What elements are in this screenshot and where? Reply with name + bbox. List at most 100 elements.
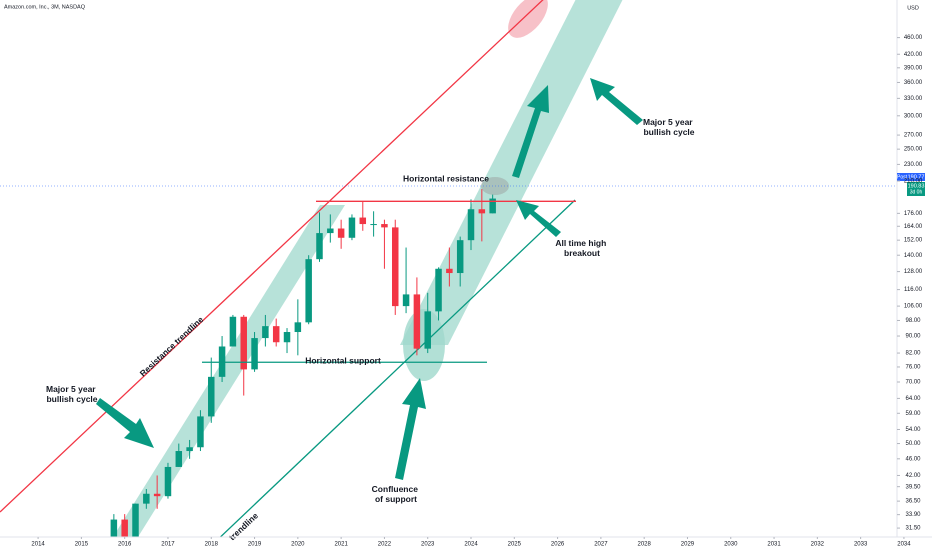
y-tick-label: 106.00 (904, 304, 923, 310)
y-tick-label: 128.00 (904, 269, 923, 275)
candle-body (110, 519, 118, 537)
candle-body (272, 326, 280, 343)
y-tick-label: 54.00 (905, 427, 921, 433)
x-tick-label: 2015 (75, 542, 89, 548)
y-tick-label: 390.00 (904, 65, 923, 71)
y-tick-label: 31.50 (905, 526, 921, 532)
post-tag-box (897, 173, 907, 181)
post-price-box (907, 173, 925, 181)
resistance-trendline (0, 0, 544, 513)
annotation: Major 5 year bullish cycle (643, 117, 695, 137)
candle-body (153, 493, 161, 497)
currency: USD (907, 5, 919, 11)
arrows (96, 78, 643, 480)
support-trendline (219, 199, 576, 537)
x-tick-label: 2022 (378, 542, 392, 548)
x-tick-label: 2030 (724, 542, 738, 548)
candle-body (186, 447, 193, 452)
x-tick-label: 2024 (464, 542, 478, 548)
y-tick-label: 230.00 (904, 162, 923, 168)
y-tick-label: 33.90 (905, 512, 921, 518)
candle-body (240, 316, 247, 370)
candle-body (402, 294, 410, 307)
y-tick-label: 64.00 (905, 396, 921, 402)
y-tick-label: 270.00 (904, 133, 923, 139)
y-tick-label: 420.00 (904, 52, 923, 58)
candle-body (175, 451, 183, 467)
post-price: 190.77 (908, 174, 925, 180)
x-tick-label: 2027 (594, 542, 608, 548)
arrow (96, 398, 154, 448)
y-tick-label: 330.00 (904, 96, 923, 102)
candle-body (121, 519, 128, 537)
candle-body (305, 259, 312, 323)
confluence-ellipse (403, 309, 445, 381)
candle-body (359, 217, 367, 225)
y-tick-label: 36.50 (905, 499, 921, 505)
x-tick-label: 2021 (334, 542, 348, 548)
annotation-line: bullish cycle (46, 394, 97, 404)
arrow (590, 78, 643, 125)
drawings (0, 0, 897, 537)
arrow (395, 378, 426, 480)
y-tick-label: 164.00 (904, 224, 923, 230)
candle-body (337, 228, 345, 238)
y-tick-label: 176.00 (904, 211, 923, 217)
candle-body (197, 416, 204, 448)
y-tick-label: 76.00 (905, 365, 921, 371)
arrow (512, 85, 549, 178)
y-tick-label: 46.00 (905, 456, 921, 462)
candle-body (348, 217, 356, 238)
y-tick-label: 98.00 (905, 318, 921, 324)
candle-body (413, 294, 421, 349)
candle-body (392, 227, 399, 307)
candle-body (262, 326, 269, 339)
y-tick-label: 116.00 (904, 287, 923, 293)
x-tick-label: 2025 (508, 542, 522, 548)
channel-right (400, 0, 623, 345)
annotation-line: of support (375, 494, 417, 504)
candle-body (316, 233, 323, 260)
candle-body (283, 332, 291, 343)
y-tick-label: 360.00 (904, 80, 923, 86)
annotation: Confluence of support (372, 484, 421, 504)
y-tick-label: 210.00 (904, 179, 923, 185)
annotation-line: breakout (564, 248, 600, 258)
candle-body (381, 224, 388, 228)
candle-body (370, 224, 377, 226)
x-tick-label: 2016 (118, 542, 132, 548)
y-tick-label: 140.00 (904, 253, 923, 259)
candle-body (132, 503, 139, 537)
annotation-line: All time high (555, 238, 606, 248)
annotation-line: Major 5 year (643, 117, 693, 127)
candle-body (467, 209, 475, 241)
candle-body (164, 466, 172, 497)
annotation: Major 5 year bullish cycle (46, 384, 98, 404)
x-tick-label: 2034 (897, 542, 911, 548)
candle-body (327, 228, 334, 234)
candle-body (208, 376, 215, 417)
x-tick-label: 2032 (811, 542, 825, 548)
x-tick-label: 2019 (248, 542, 262, 548)
countdown: 3d 0h (910, 189, 923, 195)
annotation-line: Major 5 year (46, 384, 96, 394)
x-tick-label: 2029 (681, 542, 695, 548)
y-tick-label: 90.00 (905, 334, 921, 340)
x-tick-label: 2017 (161, 542, 175, 548)
y-tick-label: 250.00 (904, 147, 923, 153)
annotation: All time high breakout (555, 238, 608, 258)
x-tick-label: 2018 (205, 542, 219, 548)
post-tag: Post (897, 174, 908, 180)
x-tick-label: 2014 (31, 542, 45, 548)
x-tick-label: 2031 (767, 542, 781, 548)
y-tick-label: 82.00 (905, 351, 921, 357)
candle-body (446, 268, 453, 274)
candle-body (143, 493, 150, 504)
y-tick-label: 70.00 (905, 380, 921, 386)
candle-body (251, 338, 258, 370)
y-tick-label: 460.00 (904, 35, 923, 41)
x-tick-label: 2026 (551, 542, 565, 548)
y-tick-label: 300.00 (904, 113, 923, 119)
candles (110, 189, 496, 537)
y-tick-label: 152.00 (904, 238, 923, 244)
